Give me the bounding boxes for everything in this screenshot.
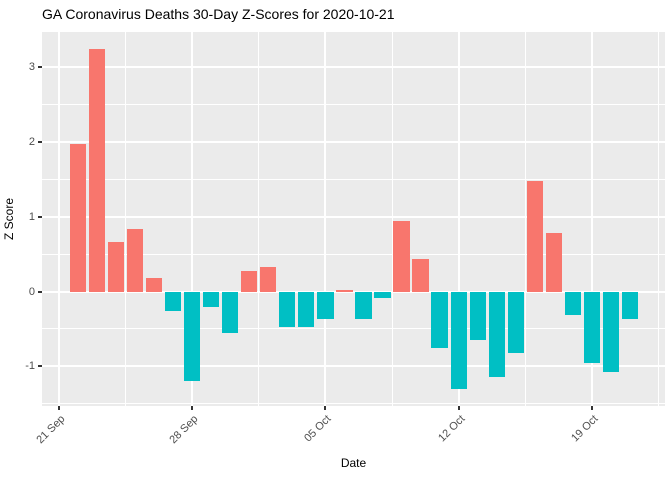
bar	[488, 291, 505, 377]
y-tick-label: 1	[28, 210, 35, 223]
bar	[507, 291, 524, 353]
bar	[108, 242, 125, 292]
bar	[336, 290, 353, 292]
gridline-major-v	[191, 32, 194, 406]
x-tick-mark	[457, 406, 460, 410]
gridline-major-h	[42, 290, 665, 293]
bar	[602, 291, 619, 372]
gridline-minor-v	[524, 32, 526, 406]
bar	[621, 291, 638, 320]
gridline-major-v	[324, 32, 327, 406]
bar	[70, 144, 87, 292]
y-tick-mark	[38, 215, 42, 218]
bar	[393, 221, 410, 292]
bar	[583, 291, 600, 364]
gridline-minor-v	[125, 32, 127, 406]
x-axis-title: Date	[340, 456, 367, 470]
y-tick-label: 3	[28, 61, 35, 74]
bar	[545, 233, 562, 292]
gridline-minor-h	[42, 328, 665, 330]
bar	[184, 291, 201, 382]
gridline-major-h	[42, 365, 665, 368]
bar	[317, 291, 334, 320]
bar	[564, 291, 581, 315]
gridline-minor-v	[258, 32, 260, 406]
chart-title: GA Coronavirus Deaths 30-Day Z-Scores fo…	[42, 6, 395, 22]
bar	[450, 291, 467, 389]
bar	[412, 259, 429, 292]
gridline-minor-h	[42, 104, 665, 106]
x-tick-mark	[191, 406, 194, 410]
bar	[279, 291, 296, 328]
gridline-major-v	[590, 32, 593, 406]
bar	[431, 291, 448, 349]
bar	[469, 291, 486, 341]
gridline-major-h	[42, 66, 665, 69]
x-tick-mark	[58, 406, 61, 410]
bar	[165, 291, 182, 311]
bar	[298, 291, 315, 328]
gridline-major-v	[58, 32, 61, 406]
y-tick-mark	[38, 66, 42, 69]
gridline-minor-v	[657, 32, 659, 406]
y-tick-mark	[38, 140, 42, 143]
bar	[260, 266, 277, 292]
x-tick-mark	[324, 406, 327, 410]
y-tick-label: 0	[28, 285, 35, 298]
bar	[203, 291, 220, 308]
x-tick-mark	[590, 406, 593, 410]
y-tick-label: -1	[25, 360, 35, 373]
gridline-major-v	[457, 32, 460, 406]
bar	[127, 229, 144, 292]
bar	[355, 291, 372, 320]
gridline-major-h	[42, 215, 665, 218]
bar	[222, 291, 239, 333]
gridline-minor-v	[391, 32, 393, 406]
y-tick-label: 2	[28, 135, 35, 148]
bar	[526, 180, 543, 292]
y-tick-mark	[38, 290, 42, 293]
gridline-major-h	[42, 140, 665, 143]
bar	[241, 270, 258, 292]
bar	[89, 49, 106, 292]
y-tick-mark	[38, 365, 42, 368]
gridline-minor-h	[42, 178, 665, 180]
bar	[146, 278, 163, 292]
plot-panel	[42, 32, 665, 406]
gridline-minor-h	[42, 403, 665, 405]
gridline-minor-h	[42, 253, 665, 255]
bar	[374, 291, 391, 299]
